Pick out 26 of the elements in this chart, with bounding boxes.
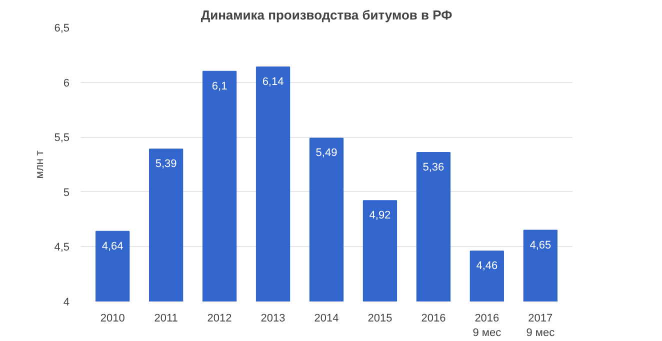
x-tick-label: 2016 — [421, 312, 446, 324]
x-tick-label: 2017 9 мес — [526, 312, 556, 339]
data-label: 5,39 — [155, 158, 177, 170]
data-label: 5,36 — [422, 161, 444, 174]
x-tick-label: 2014 — [314, 312, 339, 324]
data-label: 6,14 — [262, 76, 284, 88]
data-label: 5,49 — [316, 147, 338, 160]
y-tick-label: 6,5 — [54, 22, 70, 34]
y-tick-label: 6 — [63, 77, 70, 90]
x-tick-label: 2015 — [368, 312, 392, 324]
x-tick-label: 2013 — [260, 312, 286, 324]
data-label: 4,65 — [530, 239, 552, 252]
x-tick-label: 2016 9 мес — [472, 312, 502, 339]
chart-title: Динамика производства битумов в РФ — [200, 8, 452, 22]
data-label: 4,92 — [369, 210, 391, 222]
y-axis-title: млн т — [34, 150, 46, 179]
y-tick-label: 5 — [63, 186, 70, 199]
x-tick-label: 2010 — [100, 312, 125, 324]
x-tick-label: 2012 — [207, 312, 232, 324]
data-label: 4,46 — [476, 260, 498, 272]
y-tick-label: 4,5 — [54, 242, 70, 254]
y-tick-label: 4 — [63, 296, 70, 308]
x-tick-label: 2011 — [154, 312, 178, 324]
data-label: 6,1 — [212, 80, 228, 92]
data-label: 4,64 — [102, 240, 124, 252]
y-tick-label: 5,5 — [54, 132, 70, 144]
